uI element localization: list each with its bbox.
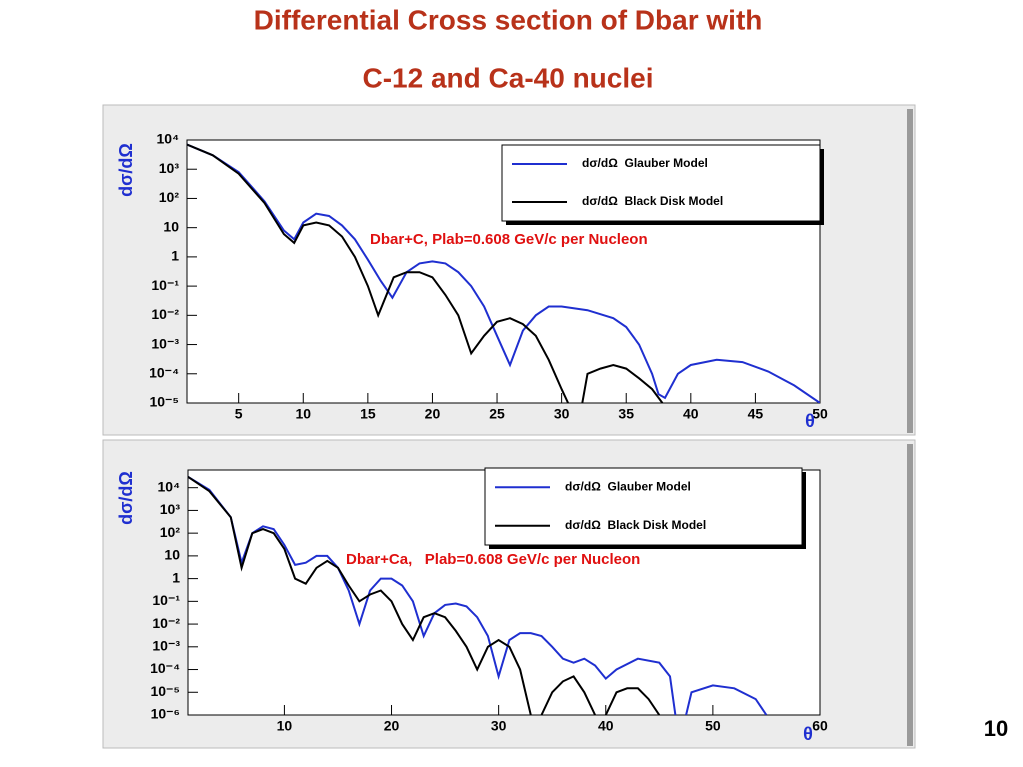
series-line [187,143,820,403]
x-tick-label: 30 [554,406,570,422]
y-tick-label: 10³ [159,160,180,176]
y-axis-label: dσ/dΩ [116,143,136,197]
y-tick-label: 10⁻⁶ [151,706,180,722]
legend-label: dσ/dΩ Glauber Model [565,479,691,493]
legend [484,467,803,546]
x-tick-label: 20 [425,406,441,422]
y-tick-label: 10⁻² [152,615,180,631]
y-tick-label: 10⁻³ [151,335,179,351]
y-tick-label: 10³ [160,501,181,517]
annotation: Dbar+C, Plab=0.608 GeV/c per Nucleon [370,231,648,248]
y-tick-label: 10⁻⁴ [150,660,180,676]
legend-label: dσ/dΩ Black Disk Model [582,194,723,208]
x-tick-label: 10 [277,718,293,734]
x-tick-label: 5 [235,406,243,422]
x-tick-label: 40 [598,718,614,734]
series-line [187,143,664,403]
slide-title: C-12 and Ca-40 nuclei [363,62,654,93]
y-tick-label: 10⁻⁴ [149,364,179,380]
legend-label: dσ/dΩ Black Disk Model [565,518,706,532]
y-tick-label: 10⁴ [157,131,180,147]
x-tick-label: 25 [489,406,505,422]
y-axis-label: dσ/dΩ [116,471,136,525]
y-tick-label: 10 [164,547,180,563]
panel-frame-shade [907,109,913,433]
x-tick-label: 50 [705,718,721,734]
x-tick-label: 15 [360,406,376,422]
y-tick-label: 10⁻³ [152,638,180,654]
y-tick-label: 10⁻² [151,306,179,322]
series-line [188,475,661,715]
y-tick-label: 10² [159,189,180,205]
x-tick-label: 35 [618,406,634,422]
y-tick-label: 1 [172,569,180,585]
x-tick-label: 40 [683,406,699,422]
y-tick-label: 10 [163,218,179,234]
x-tick-label: 10 [295,406,311,422]
x-axis-label: θ [803,724,813,744]
x-tick-label: 20 [384,718,400,734]
x-tick-label: 60 [812,718,828,734]
y-tick-label: 10² [160,524,181,540]
y-tick-label: 10⁻⁵ [150,683,180,699]
y-tick-label: 1 [171,248,179,264]
page-number: 10 [984,716,1008,741]
y-tick-label: 10⁻⁵ [149,394,179,410]
x-axis-label: θ [805,411,815,431]
y-tick-label: 10⁴ [158,478,181,494]
y-tick-label: 10⁻¹ [151,277,179,293]
annotation: Dbar+Ca, Plab=0.608 GeV/c per Nucleon [346,551,640,568]
legend-label: dσ/dΩ Glauber Model [582,156,708,170]
x-tick-label: 50 [812,406,828,422]
x-tick-label: 30 [491,718,507,734]
x-tick-label: 45 [748,406,764,422]
legend [501,144,821,222]
panel-frame-shade [907,444,913,746]
slide-title: Differential Cross section of Dbar with [254,4,763,35]
y-tick-label: 10⁻¹ [152,592,180,608]
